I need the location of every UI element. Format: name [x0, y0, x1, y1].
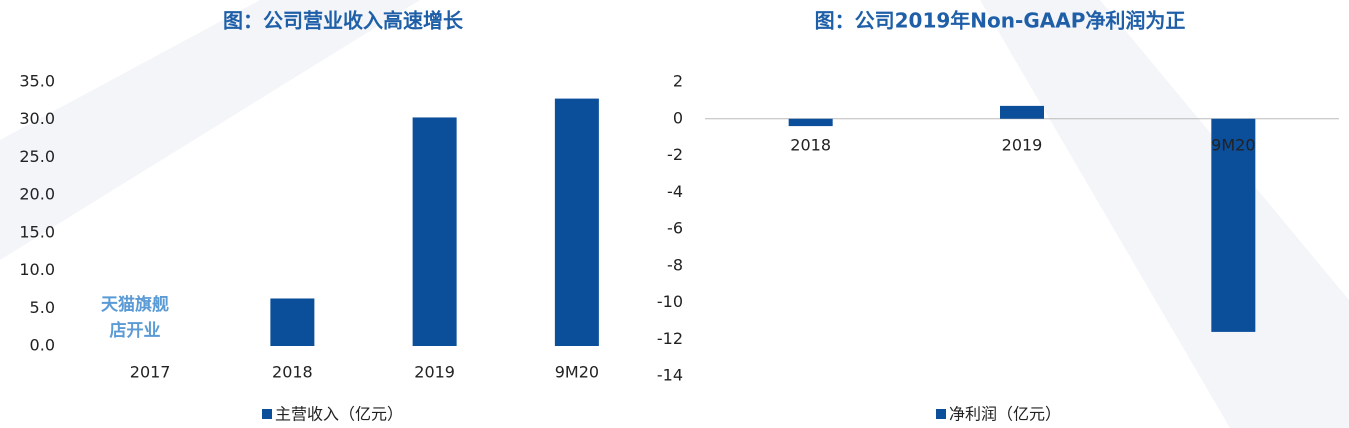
- bar: [412, 117, 457, 346]
- y-tick-label: 0: [673, 108, 683, 127]
- x-tick-label: 9M20: [555, 363, 599, 382]
- y-tick-label: 5.0: [30, 298, 55, 317]
- annotation: 天猫旗舰: [101, 294, 169, 315]
- y-tick-label: 20.0: [19, 185, 55, 204]
- legend-label: 主营收入（亿元）: [275, 405, 403, 424]
- bar: [1000, 105, 1044, 119]
- x-tick-label: 2018: [790, 135, 831, 154]
- y-tick-label: -8: [667, 255, 683, 274]
- y-tick-label: -6: [667, 219, 683, 238]
- legend-swatch: [936, 409, 946, 419]
- x-tick-label: 2017: [130, 363, 171, 382]
- y-tick-label: -14: [657, 366, 683, 385]
- x-tick-label: 2018: [272, 363, 313, 382]
- y-tick-label: 0.0: [30, 336, 55, 355]
- background-shape: [980, 0, 1349, 428]
- background-shape: [0, 0, 420, 260]
- chart-title: 图：公司营业收入高速增长: [223, 9, 464, 33]
- y-tick-label: 15.0: [19, 222, 55, 241]
- y-tick-label: 10.0: [19, 260, 55, 279]
- bar: [554, 98, 599, 346]
- annotation: 店开业: [110, 320, 161, 341]
- y-tick-label: -12: [657, 329, 683, 348]
- chart-title: 图：公司2019年Non-GAAP净利润为正: [815, 9, 1186, 33]
- y-tick-label: 2: [673, 72, 683, 91]
- bar: [788, 118, 833, 127]
- x-tick-label: 2019: [1002, 135, 1043, 154]
- bar: [1211, 118, 1256, 332]
- bar: [270, 298, 315, 346]
- legend-swatch: [262, 409, 272, 419]
- x-tick-label: 2019: [414, 363, 455, 382]
- y-tick-label: 35.0: [19, 72, 55, 91]
- y-tick-label: -2: [667, 145, 683, 164]
- x-tick-label: 9M20: [1211, 135, 1255, 154]
- y-tick-label: -4: [667, 182, 683, 201]
- y-tick-label: 25.0: [19, 147, 55, 166]
- y-tick-label: -10: [657, 292, 683, 311]
- legend-label: 净利润（亿元）: [949, 405, 1061, 424]
- y-tick-label: 30.0: [19, 109, 55, 128]
